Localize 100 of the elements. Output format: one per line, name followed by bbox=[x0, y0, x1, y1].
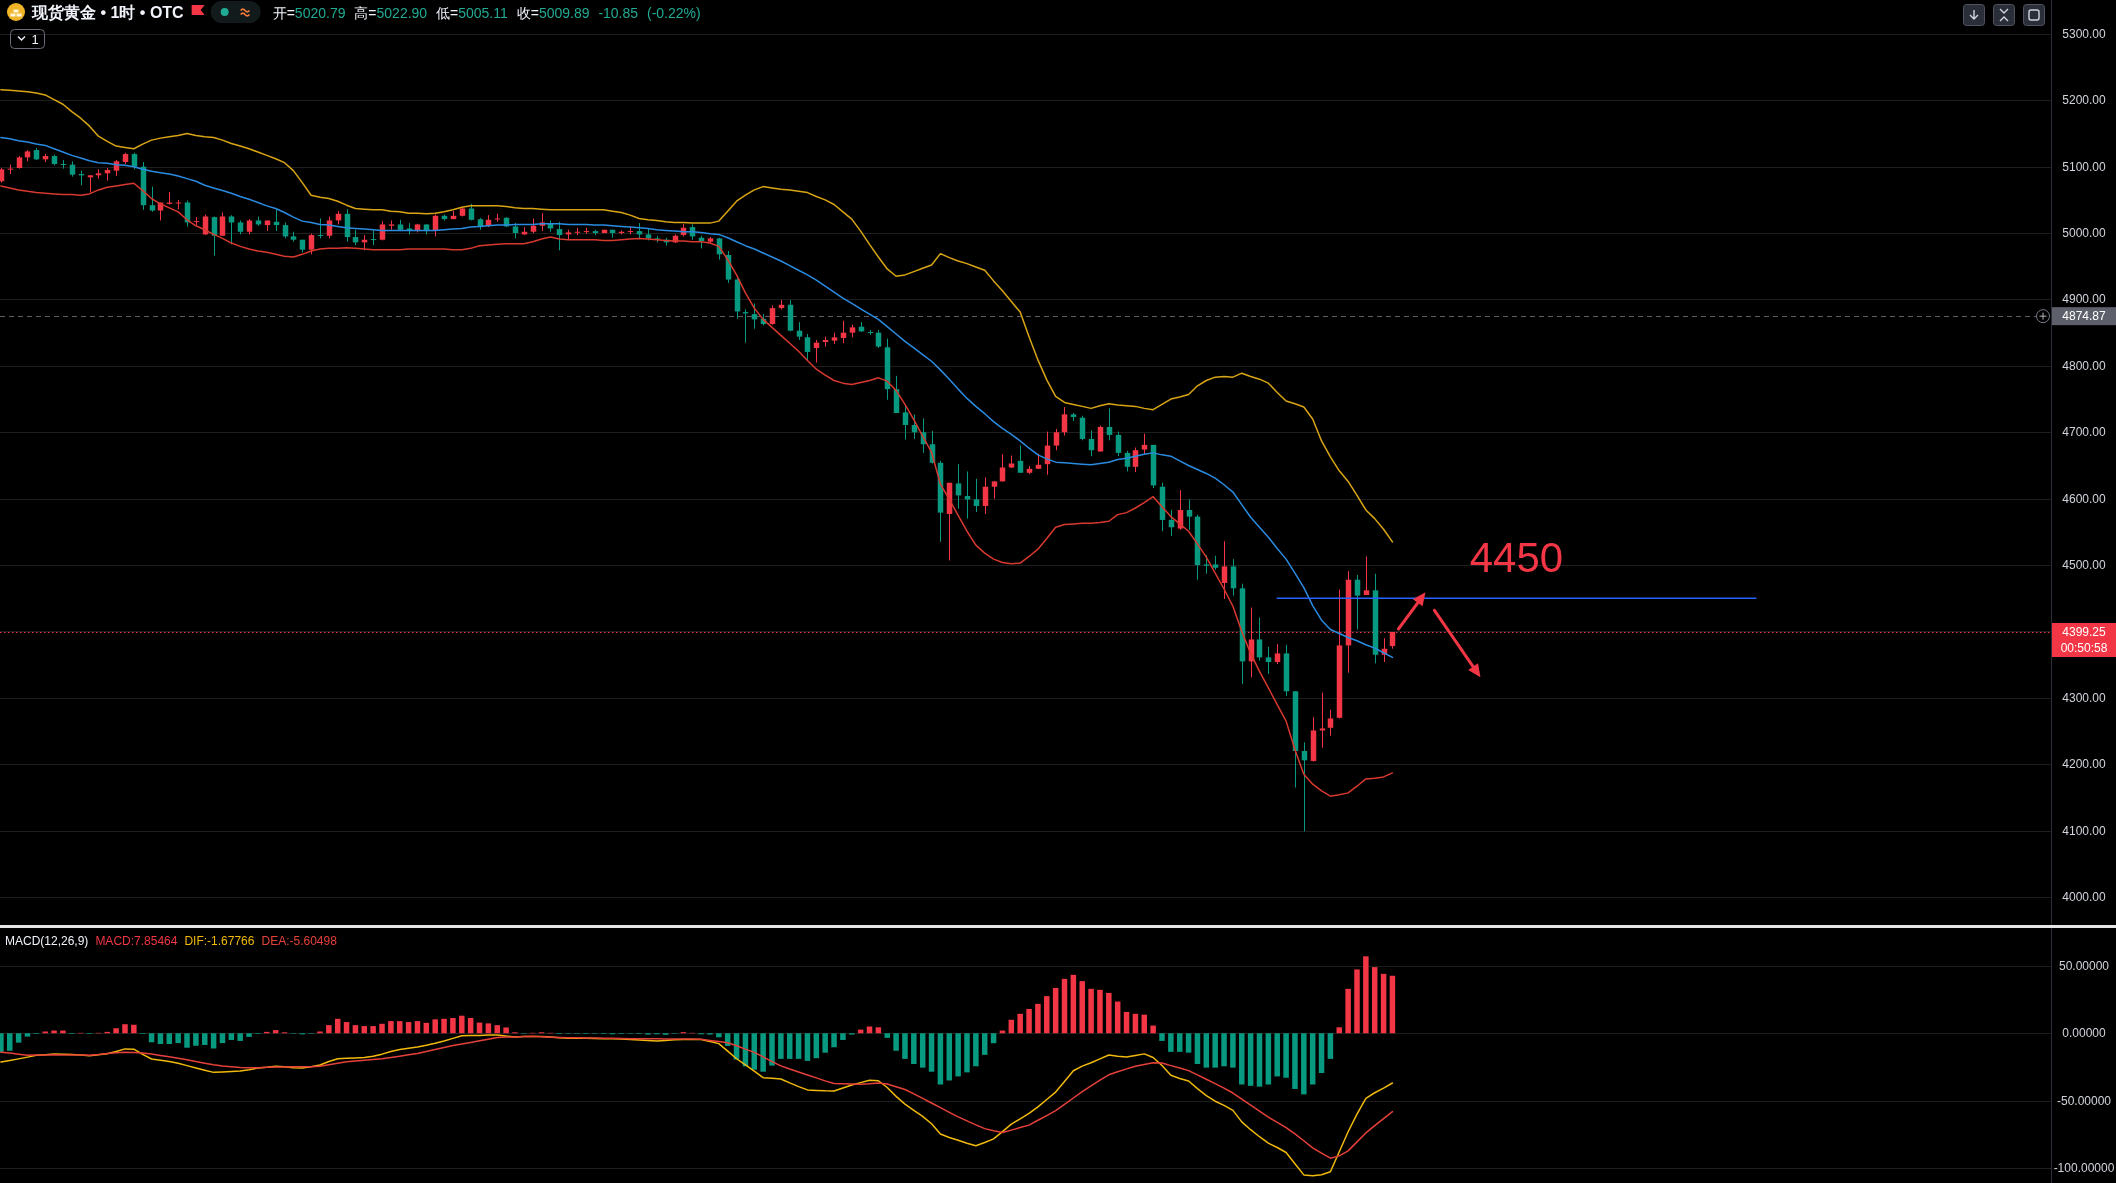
candlestick bbox=[1186, 498, 1193, 531]
bar bbox=[866, 1026, 873, 1034]
y-tick-label: 4200.00 bbox=[2062, 757, 2107, 772]
bar bbox=[919, 1033, 926, 1068]
bar bbox=[379, 1023, 385, 1034]
ref-line-label: 4874.87 bbox=[2062, 309, 2107, 324]
y-tick-label: 50.00000 bbox=[2058, 958, 2110, 973]
bar bbox=[246, 1033, 252, 1037]
text: DEA:-5.60498 bbox=[261, 934, 338, 948]
bar bbox=[1052, 987, 1059, 1034]
bar bbox=[937, 1033, 944, 1085]
bar bbox=[157, 1033, 164, 1045]
bar bbox=[964, 1033, 970, 1073]
bar bbox=[175, 1033, 181, 1044]
bar bbox=[840, 1033, 846, 1040]
y-tick-label: 5300.00 bbox=[2062, 26, 2107, 41]
bar bbox=[1371, 967, 1378, 1034]
bar bbox=[1061, 978, 1068, 1034]
line-series bbox=[0, 136, 1394, 659]
chart-title: 现货黄金 • 1时 • OTC bbox=[31, 4, 185, 22]
candlestick bbox=[308, 233, 315, 255]
bar bbox=[1221, 1033, 1227, 1067]
bar bbox=[1185, 1033, 1192, 1053]
bar bbox=[1026, 1008, 1032, 1034]
bar bbox=[24, 1033, 31, 1037]
y-tick-label: 4900.00 bbox=[2062, 292, 2107, 307]
bar bbox=[370, 1026, 376, 1034]
y-tick-label: 4300.00 bbox=[2062, 690, 2107, 705]
bar bbox=[1354, 969, 1360, 1034]
candlestick bbox=[1141, 433, 1148, 455]
bar bbox=[441, 1018, 447, 1034]
y-tick-label: 4500.00 bbox=[2062, 558, 2107, 573]
bar bbox=[1035, 1003, 1041, 1034]
candlestick bbox=[804, 333, 811, 362]
candlestick bbox=[1354, 574, 1361, 630]
candlestick bbox=[999, 453, 1006, 482]
candlestick bbox=[556, 221, 563, 251]
line-series bbox=[0, 182, 1394, 797]
annotation: 1 bbox=[31, 32, 39, 47]
bar bbox=[113, 1028, 119, 1034]
bar bbox=[1265, 1033, 1272, 1085]
text: MACD(12,26,9) bbox=[5, 934, 89, 948]
bar bbox=[432, 1019, 438, 1034]
bar bbox=[813, 1033, 820, 1059]
bar bbox=[388, 1021, 394, 1034]
bar bbox=[7, 1033, 13, 1051]
y-tick-label: -100.00000 bbox=[2053, 1161, 2115, 1176]
bar bbox=[831, 1033, 837, 1048]
y-tick-label: 5200.00 bbox=[2062, 93, 2107, 108]
bar bbox=[361, 1026, 368, 1034]
candlestick bbox=[87, 174, 94, 194]
candlestick bbox=[769, 304, 776, 326]
bar bbox=[1292, 1033, 1298, 1089]
bar bbox=[1247, 1033, 1254, 1086]
bar bbox=[981, 1033, 988, 1055]
bar bbox=[414, 1021, 421, 1034]
bar bbox=[0, 1033, 4, 1053]
bar bbox=[228, 1033, 235, 1040]
bar bbox=[955, 1033, 961, 1077]
bar bbox=[166, 1033, 173, 1045]
candlestick bbox=[1061, 406, 1068, 437]
bar bbox=[15, 1033, 22, 1043]
annotation: 4450 bbox=[1469, 534, 1564, 582]
bar bbox=[769, 1033, 775, 1066]
bar bbox=[760, 1033, 766, 1072]
candlestick bbox=[219, 211, 226, 237]
candlestick bbox=[1203, 554, 1210, 575]
y-tick-label: 5100.00 bbox=[2062, 159, 2107, 174]
bar bbox=[893, 1033, 899, 1051]
bar bbox=[1389, 975, 1396, 1034]
bar bbox=[1230, 1033, 1236, 1068]
bar bbox=[202, 1033, 208, 1045]
y-tick-label: 0.00000 bbox=[2062, 1026, 2107, 1041]
bar bbox=[1168, 1033, 1174, 1052]
bar bbox=[1212, 1033, 1218, 1068]
candlestick bbox=[1274, 643, 1281, 665]
bar bbox=[804, 1033, 811, 1061]
candlestick bbox=[1327, 709, 1334, 737]
candlestick bbox=[1221, 540, 1228, 600]
bar bbox=[1363, 956, 1369, 1034]
bar bbox=[990, 1033, 997, 1044]
bar bbox=[459, 1015, 465, 1034]
candlestick bbox=[982, 476, 989, 515]
bar bbox=[778, 1033, 784, 1059]
y-tick-label: 4600.00 bbox=[2062, 491, 2107, 506]
bar bbox=[1256, 1033, 1263, 1087]
bar bbox=[1283, 1033, 1289, 1078]
candlestick bbox=[1115, 431, 1122, 457]
bar bbox=[219, 1033, 226, 1044]
bar bbox=[503, 1027, 509, 1034]
candlestick bbox=[1265, 646, 1272, 675]
bar bbox=[1106, 992, 1112, 1034]
candlestick bbox=[1106, 407, 1113, 441]
bar bbox=[946, 1033, 953, 1081]
bar bbox=[1150, 1025, 1156, 1034]
bar bbox=[1203, 1033, 1210, 1068]
bar bbox=[884, 1033, 890, 1038]
bar bbox=[1380, 973, 1387, 1034]
bar bbox=[716, 1033, 722, 1038]
bar bbox=[1336, 1027, 1343, 1034]
